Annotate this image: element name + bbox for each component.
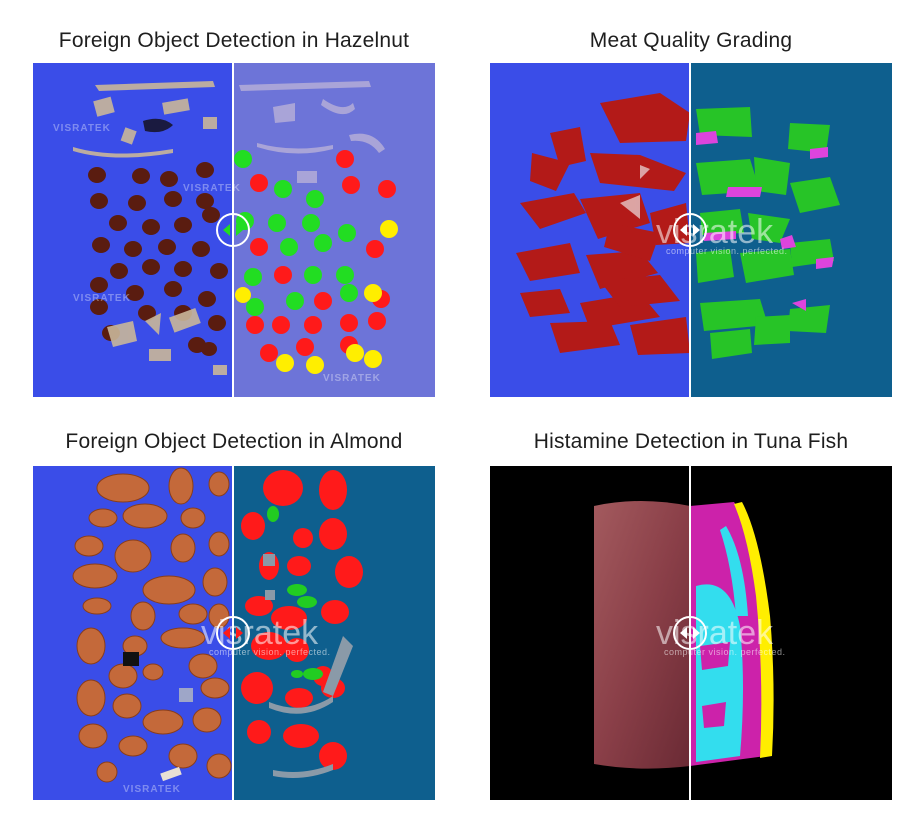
arrow-left-icon (680, 224, 687, 236)
arrow-left-icon (680, 627, 687, 639)
slider-handle[interactable] (673, 616, 707, 650)
arrow-right-icon (236, 224, 243, 236)
hazelnut-image (33, 63, 435, 397)
comparison-slider-hazelnut[interactable]: VISRATEK VISRATEK VISRATEK VISRATEK (33, 63, 435, 397)
card-title-almond: Foreign Object Detection in Almond (65, 430, 403, 453)
card-title-meat: Meat Quality Grading (589, 29, 793, 52)
meat-image (490, 63, 892, 397)
watermark-text: VISRATEK (73, 293, 131, 304)
card-title-hazelnut: Foreign Object Detection in Hazelnut (58, 29, 410, 52)
arrow-right-icon (693, 224, 700, 236)
watermark-text: VISRATEK (323, 373, 381, 384)
card-title-tuna: Histamine Detection in Tuna Fish (533, 430, 849, 453)
watermark-tagline: computer vision. perfected. (209, 647, 331, 657)
arrow-right-icon (236, 627, 243, 639)
comparison-slider-almond[interactable]: visratek computer vision. perfected. VIS… (33, 466, 435, 800)
visratek-logo-watermark: visratek computer vision. perfected. (608, 614, 786, 657)
watermark-text: VISRATEK (53, 123, 111, 134)
watermark-text: VISRATEK (183, 183, 241, 194)
comparison-slider-tuna[interactable]: visratek computer vision. perfected. (490, 466, 892, 800)
watermark-text: VISRATEK (123, 784, 181, 795)
slider-handle[interactable] (673, 213, 707, 247)
slider-handle[interactable] (216, 213, 250, 247)
watermark-tagline: computer vision. perfected. (664, 647, 786, 657)
comparison-slider-meat[interactable]: visratek computer vision. perfected. (490, 63, 892, 397)
almond-image (33, 466, 435, 800)
slider-handle[interactable] (216, 616, 250, 650)
watermark-tagline: computer vision. perfected. (666, 246, 788, 256)
arrow-left-icon (223, 224, 230, 236)
arrow-right-icon (693, 627, 700, 639)
arrow-left-icon (223, 627, 230, 639)
